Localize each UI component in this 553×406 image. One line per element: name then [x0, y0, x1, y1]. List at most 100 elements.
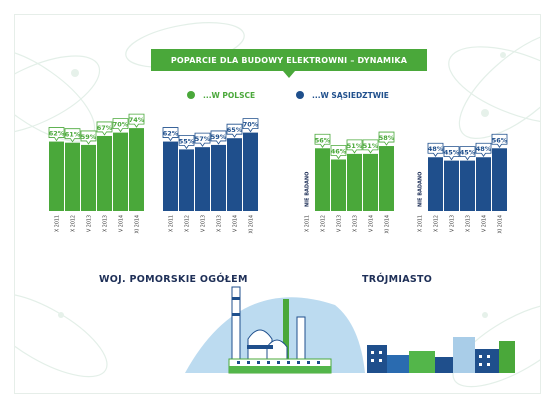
- data-label: 62%: [49, 130, 65, 138]
- data-label: 59%: [211, 133, 227, 141]
- legend-item-neighborhood: ...W SĄSIEDZTWIE: [296, 89, 389, 101]
- tick-label: XI 2014: [249, 215, 255, 233]
- value-tag: [226, 123, 243, 138]
- value-tag: [346, 139, 363, 154]
- chart-title: POPARCIE DLA BUDOWY ELEKTROWNI – DYNAMIK…: [170, 56, 408, 65]
- infographic-frame: POPARCIE DLA BUDOWY ELEKTROWNI – DYNAMIK…: [14, 14, 541, 394]
- data-label: 65%: [227, 126, 243, 134]
- data-label: 48%: [428, 145, 444, 153]
- bar: [347, 153, 362, 211]
- data-label: 70%: [113, 121, 129, 129]
- value-tag: [475, 142, 492, 157]
- data-label: 56%: [315, 136, 331, 144]
- tick-label: V 2013: [337, 215, 343, 232]
- value-tag: [330, 145, 347, 160]
- bar: [163, 141, 178, 211]
- legend-label-neighborhood: ...W SĄSIEDZTWIE: [312, 90, 389, 100]
- value-tag: [64, 128, 81, 143]
- data-label: 61%: [65, 131, 81, 139]
- tick-label: X 2011: [55, 215, 61, 232]
- value-tag: [194, 132, 211, 147]
- tick-label: X 2013: [103, 215, 109, 232]
- tick-label: X 2011: [169, 215, 175, 232]
- value-tag: [242, 118, 259, 133]
- bar: [243, 132, 258, 211]
- data-label: 55%: [179, 137, 195, 145]
- not-measured-label: NIE BADANO: [418, 172, 424, 207]
- power-plant-illustration: [185, 286, 515, 374]
- tick-label: V 2013: [87, 215, 93, 232]
- bar: [81, 144, 96, 211]
- data-label: 56%: [492, 136, 508, 144]
- value-tag: [96, 121, 113, 136]
- bar: [65, 142, 80, 211]
- bar: [227, 138, 242, 211]
- bar-charts: 62% X 2011 61% X 2012 59% V 2013 67% X 2013 70% V…: [48, 113, 508, 233]
- banner-shape: [151, 49, 427, 78]
- value-tag: [314, 133, 331, 149]
- bar: [444, 160, 459, 211]
- legend-dot-poland: [187, 91, 195, 99]
- tick-label: V 2014: [233, 215, 239, 232]
- bar: [97, 135, 112, 211]
- bar: [428, 157, 443, 211]
- tick-label: V 2013: [201, 215, 207, 232]
- bar: [211, 144, 226, 211]
- bar: [195, 147, 210, 211]
- tick-label: X 2013: [217, 215, 223, 232]
- data-label: 67%: [97, 124, 113, 132]
- tick-label: X 2011: [305, 215, 311, 232]
- value-tag: [378, 131, 395, 146]
- bar: [129, 128, 144, 211]
- data-label: 70%: [243, 121, 259, 129]
- data-label: 57%: [195, 135, 211, 143]
- bar: [315, 148, 330, 211]
- group-title-trojmiasto: TRÓJMIASTO: [362, 274, 433, 285]
- data-label: 51%: [363, 142, 379, 150]
- not-measured-label: NIE BADANO: [305, 172, 311, 207]
- value-tag: [459, 146, 476, 161]
- data-label: 58%: [379, 134, 395, 142]
- data-label: 48%: [476, 145, 492, 153]
- tick-label: X 2013: [466, 215, 472, 232]
- legend-label-poland: ...W POLSCE: [203, 90, 256, 100]
- tick-label: V 2014: [369, 215, 375, 232]
- tick-label: XI 2014: [135, 215, 141, 233]
- legend-dot-neighborhood: [296, 91, 304, 99]
- bar: [476, 157, 491, 211]
- data-label: 59%: [81, 133, 97, 141]
- bar: [49, 141, 64, 211]
- bar: [460, 160, 475, 211]
- value-tag: [210, 130, 227, 145]
- tick-label: X 2011: [418, 215, 424, 232]
- data-label: 45%: [460, 149, 476, 157]
- tick-label: X 2012: [321, 215, 327, 232]
- title-banner: POPARCIE DLA BUDOWY ELEKTROWNI – DYNAMIK…: [151, 49, 427, 79]
- value-tag: [162, 127, 179, 142]
- tick-label: X 2013: [353, 215, 359, 232]
- value-tag: [443, 146, 460, 161]
- group-title-pomorskie: WOJ. POMORSKIE OGÓŁEM: [99, 274, 248, 285]
- tick-label: V 2013: [450, 215, 456, 232]
- value-tag: [128, 113, 145, 128]
- data-label: 51%: [347, 142, 363, 150]
- bar: [379, 146, 394, 211]
- value-tag: [491, 133, 508, 149]
- bar: [331, 159, 346, 211]
- legend-item-poland: ...W POLSCE: [187, 89, 255, 101]
- data-label: 45%: [444, 149, 460, 157]
- bar: [363, 153, 378, 211]
- bar: [113, 132, 128, 211]
- tick-label: XI 2014: [385, 215, 391, 233]
- tick-label: XI 2014: [498, 215, 504, 233]
- value-tag: [178, 135, 195, 150]
- value-tag: [80, 130, 97, 145]
- value-tag: [48, 127, 65, 142]
- tick-label: X 2012: [71, 215, 77, 232]
- value-tag: [427, 142, 444, 157]
- data-label: 62%: [163, 130, 179, 138]
- tick-label: V 2014: [119, 215, 125, 232]
- tick-label: X 2012: [434, 215, 440, 232]
- data-label: 46%: [331, 147, 347, 155]
- tick-label: X 2012: [185, 215, 191, 232]
